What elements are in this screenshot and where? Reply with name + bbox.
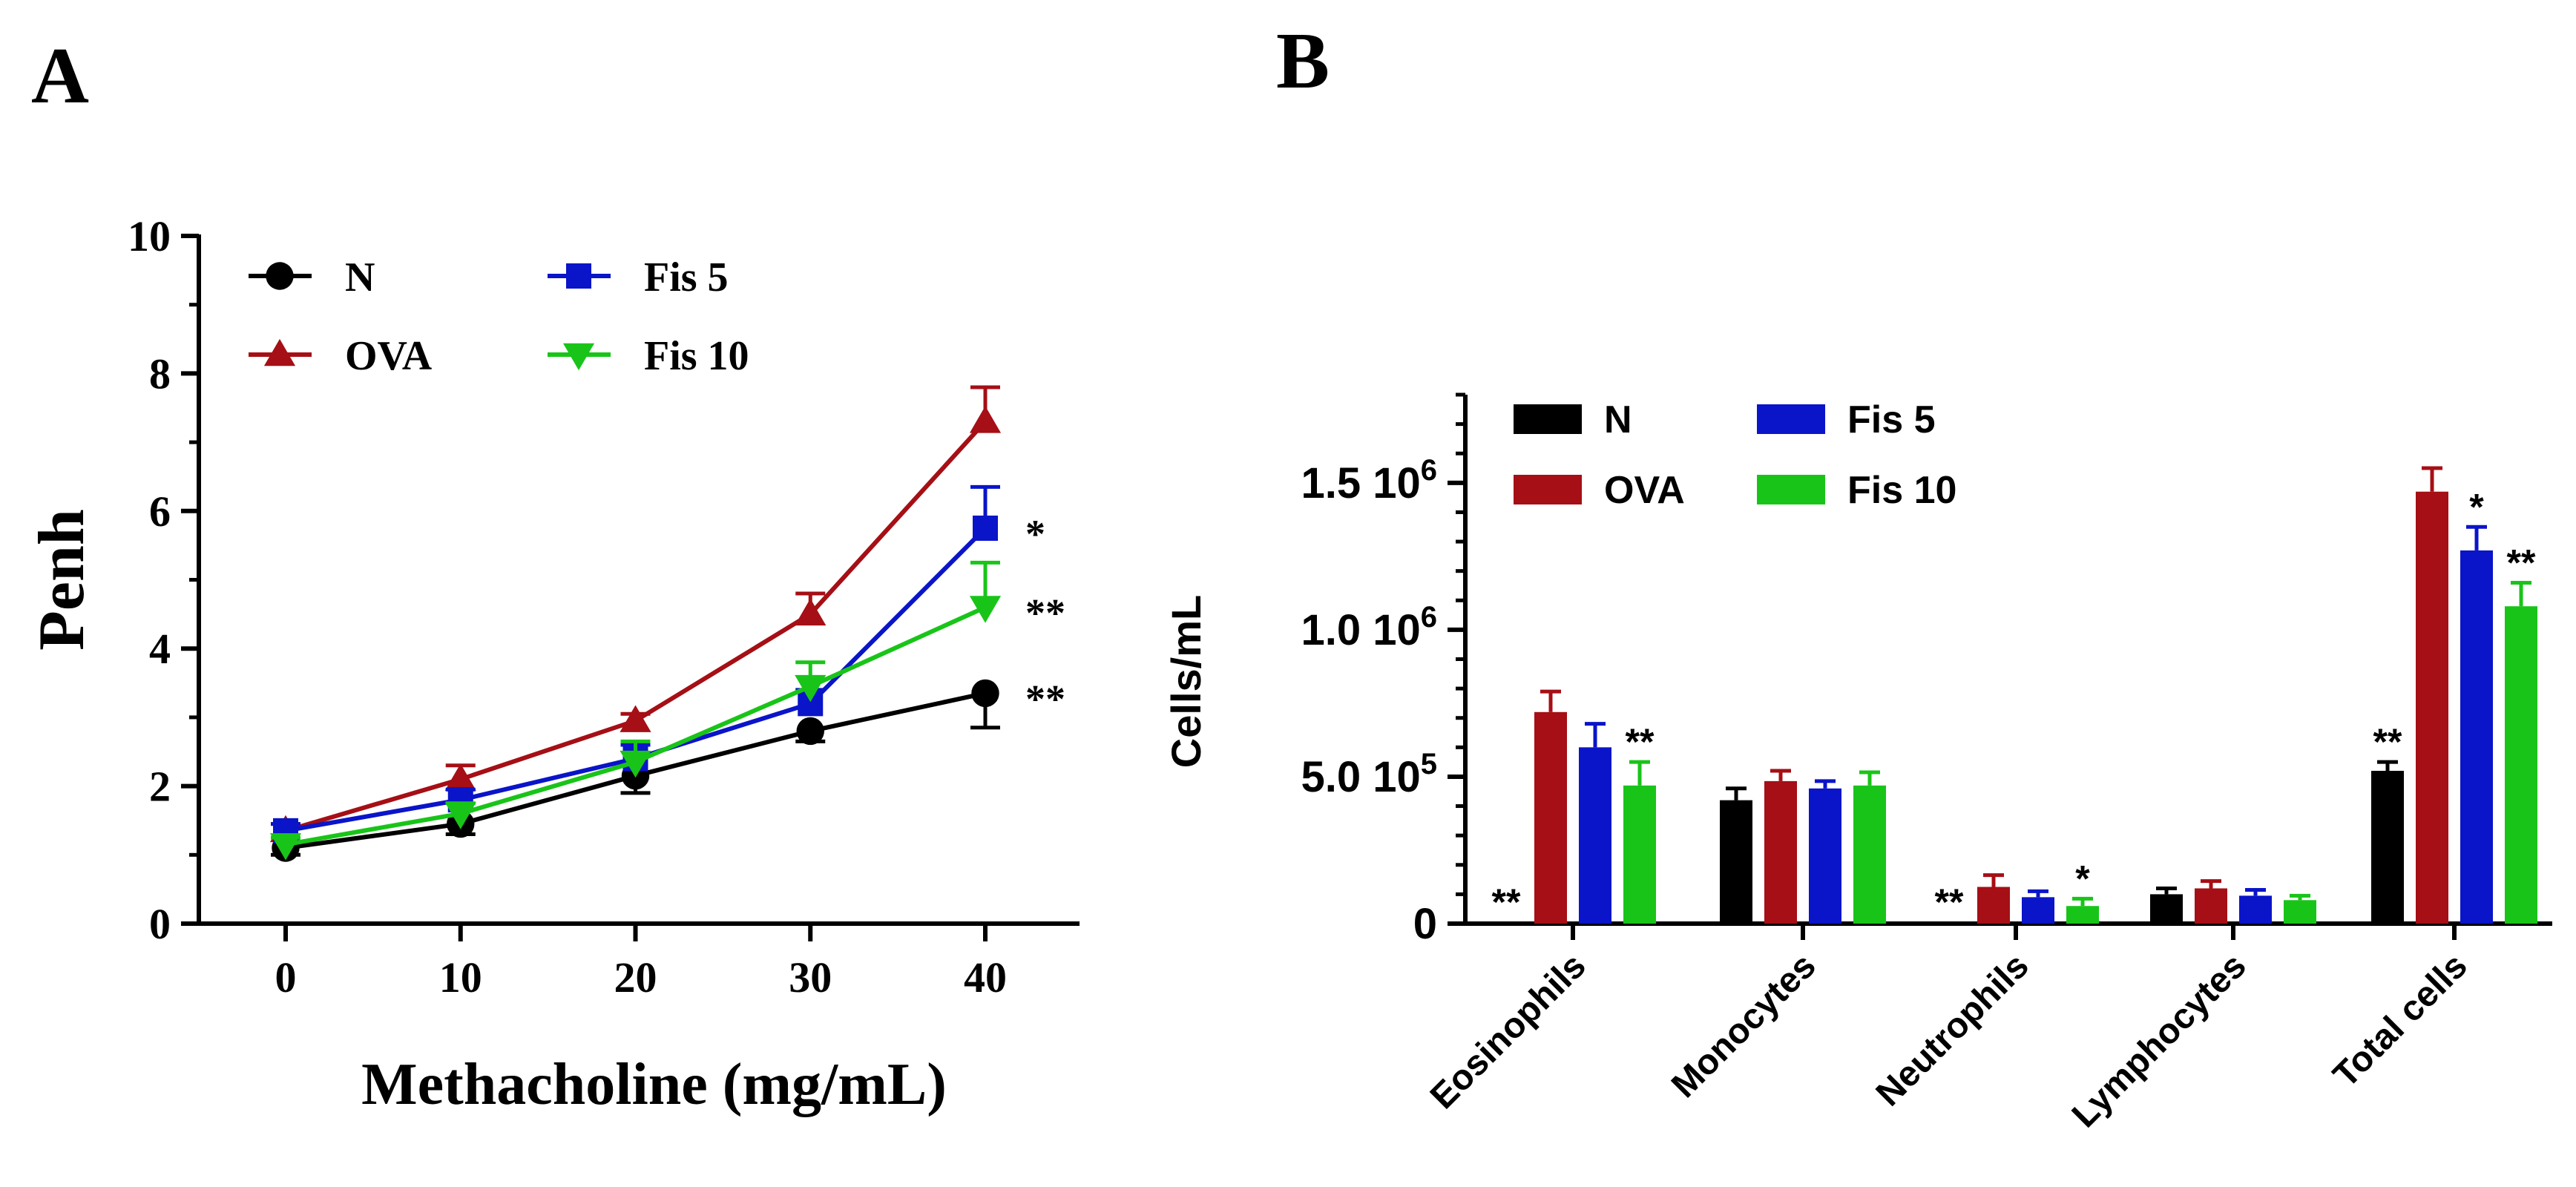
bar-n (2371, 771, 2404, 924)
x-tick-label: Eosinophils (1423, 946, 1594, 1117)
bar-n (1720, 800, 1752, 924)
data-point (620, 750, 651, 778)
y-tick-label: 0 (149, 900, 171, 948)
x-tick-label: Neutrophils (1869, 946, 2037, 1114)
x-tick-label: 40 (964, 953, 1007, 1002)
panel-a-chart: 0 2 4 6 8 10 0 10 20 30 40 Methacholine (mg/mL) Penh… (26, 212, 1080, 1117)
significance-mark: * (2075, 858, 2090, 899)
bar-fis-10 (2066, 906, 2099, 924)
data-point (969, 406, 1002, 433)
bar-fis-5 (2022, 897, 2054, 924)
significance-mark: ** (1025, 591, 1065, 636)
legend-label: Fis 5 (1847, 398, 1936, 441)
bar-n (1933, 922, 1965, 924)
y-tick-label: 1.5 106 (1301, 454, 1437, 507)
significance-mark: ** (2507, 542, 2536, 584)
data-point (969, 596, 1002, 623)
data-point (444, 802, 476, 829)
legend-marker (566, 263, 591, 289)
bar-fis-5 (2239, 895, 2272, 924)
panel-a-label: A (31, 32, 89, 120)
significance-mark: ** (1492, 881, 1521, 923)
legend-marker (263, 338, 296, 366)
y-tick-label: 2 (149, 763, 171, 811)
y-tick-label: 4 (149, 625, 171, 673)
legend-swatch (1514, 404, 1582, 434)
bar-ova (2416, 491, 2448, 924)
legend-marker (266, 262, 294, 290)
data-point (796, 717, 824, 746)
y-tick-label: 5.0 105 (1301, 748, 1437, 801)
x-tick-label: 20 (614, 953, 657, 1002)
significance-mark: * (1025, 512, 1045, 556)
bar-fis-5 (1809, 788, 1841, 924)
y-axis-title: Penh (26, 509, 98, 651)
bar-ova (1977, 887, 2010, 924)
legend-label: N (1604, 398, 1632, 441)
data-point (971, 679, 999, 708)
bar-ova (1764, 780, 1797, 924)
bar-ova (2195, 888, 2227, 924)
legend-swatch (1757, 404, 1825, 434)
y-tick-label: 1.0 106 (1301, 601, 1437, 654)
y-tick-label: 8 (149, 349, 171, 398)
bar-fis-10 (2284, 900, 2316, 924)
data-point (795, 674, 827, 703)
y-tick-label: 10 (128, 212, 171, 260)
legend-label: OVA (345, 333, 433, 379)
bar-fis-5 (1579, 747, 1611, 924)
legend-swatch (1757, 475, 1825, 504)
legend-label: Fis 10 (1847, 469, 1956, 512)
x-axis-title: Methacholine (mg/mL) (361, 1052, 947, 1117)
bar-fis-10 (2505, 606, 2537, 924)
significance-mark: ** (2373, 721, 2402, 763)
x-tick-label: 10 (439, 953, 482, 1002)
bar-ova (1534, 711, 1567, 924)
bar-fis-10 (1853, 785, 1886, 924)
legend-label: Fis 10 (644, 333, 749, 379)
legend-label: N (345, 254, 375, 300)
data-point (444, 763, 476, 791)
significance-mark: ** (1025, 677, 1065, 721)
data-point (620, 705, 651, 732)
bar-n (1490, 922, 1522, 924)
x-tick-label: Lymphocytes (2065, 946, 2254, 1135)
legend-label: Fis 5 (644, 254, 729, 300)
x-tick-label: Total cells (2326, 946, 2475, 1095)
data-point (269, 833, 302, 861)
significance-mark: ** (1935, 881, 1964, 923)
legend-marker (562, 343, 595, 371)
significance-mark: ** (1626, 721, 1655, 763)
x-tick-label: Monocytes (1664, 946, 1824, 1105)
data-point (973, 515, 998, 541)
significance-mark: * (2469, 486, 2484, 527)
y-tick-label: 0 (1413, 900, 1437, 948)
panel-b-label: B (1276, 17, 1330, 105)
bar-fis-10 (1623, 785, 1656, 924)
data-point (795, 598, 827, 626)
x-tick-label: 0 (275, 953, 297, 1002)
y-axis-title: Cells/mL (1163, 595, 1209, 768)
y-tick-label: 6 (149, 487, 171, 536)
legend-label: OVA (1604, 469, 1685, 512)
bar-n (2150, 894, 2183, 924)
legend-swatch (1514, 475, 1582, 504)
x-tick-label: 30 (789, 953, 832, 1002)
bar-fis-5 (2460, 550, 2493, 924)
